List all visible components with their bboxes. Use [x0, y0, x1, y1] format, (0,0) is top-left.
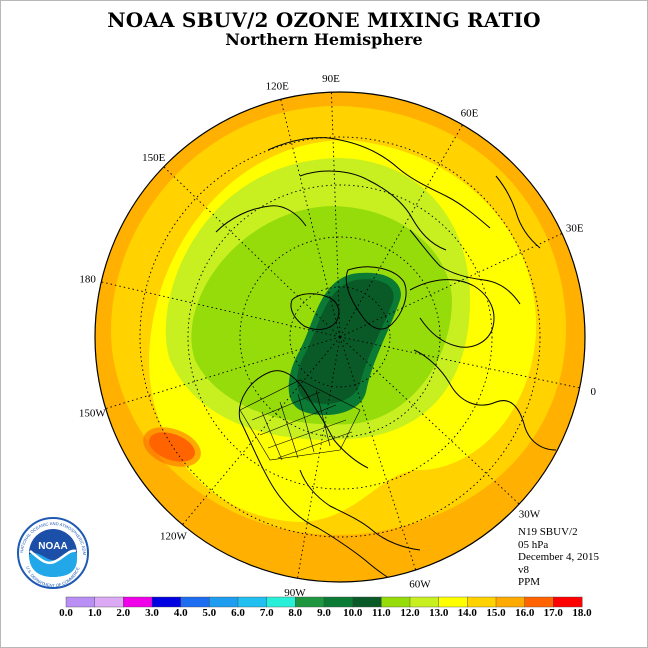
- colorbar-swatch: [180, 596, 210, 608]
- meridian-line: [339, 336, 580, 389]
- info-version: v8: [518, 563, 529, 576]
- colorbar-tick-label: 4.0: [173, 607, 188, 619]
- ozone-field: [95, 92, 585, 582]
- colorbar-swatch: [553, 596, 583, 608]
- political-borders: [239, 379, 361, 461]
- colorbar-swatch: [65, 596, 96, 608]
- colorbar-tick-label: 17.0: [543, 607, 563, 619]
- longitude-label: 150W: [79, 408, 107, 420]
- noaa-logo: NOAA NATIONAL OCEANIC AND ATMOSPHERIC AD…: [8, 515, 89, 589]
- colorbar-swatch: [237, 596, 268, 608]
- colorbar: [65, 596, 583, 608]
- map-subtitle: Northern Hemisphere: [225, 30, 423, 49]
- map-title: NOAA SBUV/2 OZONE MIXING RATIO: [107, 8, 541, 32]
- colorbar-tick-label: 2.0: [116, 607, 131, 619]
- colorbar-swatch: [151, 596, 182, 608]
- colorbar-tick-label: 5.0: [202, 607, 217, 619]
- info-date: December 4, 2015: [518, 551, 599, 563]
- meridians: [101, 92, 580, 579]
- info-block: N19 SBUV/2 05 hPa December 4, 2015 v8 PP…: [518, 526, 599, 589]
- meridian-line: [339, 336, 520, 505]
- longitude-label: 120E: [266, 81, 290, 93]
- colorbar-swatch: [524, 596, 554, 608]
- longitude-label: 90W: [284, 587, 306, 599]
- colorbar-swatch: [381, 596, 411, 608]
- info-level: 05 hPa: [518, 538, 549, 551]
- graticule: [139, 136, 541, 538]
- meridian-line: [163, 166, 341, 338]
- longitude-labels: 90E 60E 30E 0 30W 60W 90W 120W 150W 180 150E 120E: [79, 73, 597, 599]
- colorbar-tick-label: 6.0: [231, 607, 245, 619]
- info-units: PPM: [518, 576, 541, 588]
- colorbar-tick-label: 14.0: [457, 607, 477, 619]
- coastlines: [215, 137, 557, 581]
- meridian-line: [339, 124, 463, 338]
- colorbar-swatch: [495, 596, 526, 608]
- meridian-line: [101, 281, 341, 338]
- colorbar-tick-label: 15.0: [486, 607, 506, 619]
- longitude-label: 180: [79, 274, 96, 286]
- field-darkest-core: [296, 279, 394, 404]
- colorbar-swatch: [323, 596, 354, 608]
- colorbar-tick-label: 9.0: [317, 607, 331, 619]
- info-satellite: N19 SBUV/2: [518, 526, 578, 538]
- longitude-label: 60E: [461, 108, 479, 120]
- colorbar-swatch: [295, 596, 325, 608]
- colorbar-swatch: [438, 596, 468, 608]
- meridian-line: [330, 92, 341, 338]
- longitude-label: 60W: [409, 578, 431, 590]
- longitude-label: 150E: [142, 152, 166, 164]
- colorbar-tick-label: 8.0: [288, 607, 303, 619]
- colorbar-swatch: [123, 596, 153, 608]
- meridian-line: [280, 99, 341, 338]
- colorbar-swatch: [467, 596, 497, 608]
- longitude-label: 120W: [160, 530, 188, 542]
- colorbar-tick-label: 16.0: [515, 607, 535, 619]
- colorbar-tick-label: 7.0: [259, 607, 274, 619]
- colorbar-tick-label: 1.0: [87, 607, 102, 619]
- colorbar-tick-label: 11.0: [371, 607, 391, 619]
- colorbar-swatch: [352, 596, 382, 608]
- longitude-label: 30W: [519, 509, 541, 521]
- field-hotspot-halo: [143, 427, 201, 467]
- colorbar-tick-label: 18.0: [572, 607, 592, 619]
- meridian-line: [339, 233, 563, 338]
- colorbar-swatch: [209, 596, 239, 608]
- colorbar-swatch: [266, 596, 296, 608]
- colorbar-swatch: [94, 596, 124, 608]
- longitude-label: 30E: [566, 223, 584, 235]
- meridian-line: [182, 336, 341, 525]
- map-boundary: [94, 91, 586, 583]
- colorbar-tick-label: 0.0: [59, 607, 73, 619]
- meridian-line: [297, 336, 341, 579]
- colorbar-tick-label: 13.0: [429, 607, 449, 619]
- meridian-line: [339, 336, 417, 571]
- longitude-label: 90E: [322, 73, 340, 85]
- colorbar-swatch: [409, 596, 440, 608]
- colorbar-tick-label: 3.0: [145, 607, 159, 619]
- meridian-line: [105, 336, 341, 410]
- colorbar-tick-label: 12.0: [400, 607, 420, 619]
- longitude-label: 0: [591, 386, 597, 398]
- colorbar-tick-label: 10.0: [343, 607, 363, 619]
- logo-text: NOAA: [38, 541, 67, 552]
